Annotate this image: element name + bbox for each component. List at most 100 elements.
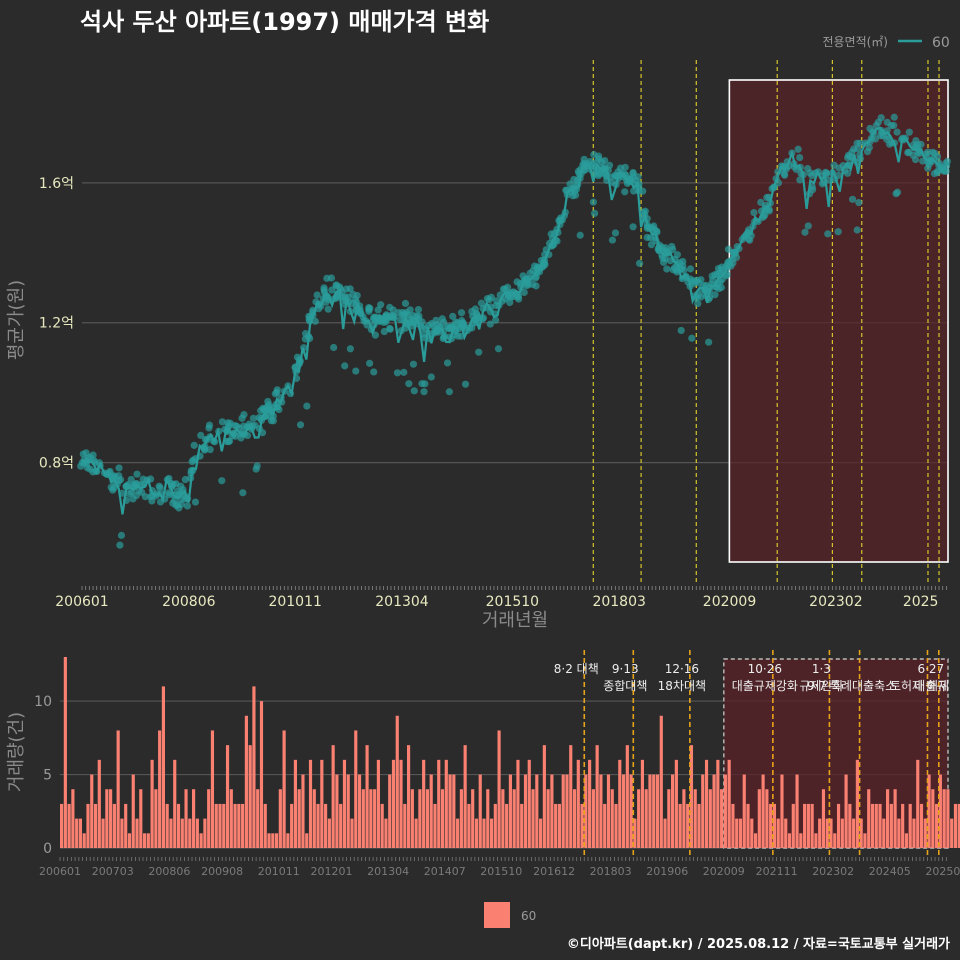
volume-bar bbox=[825, 818, 829, 848]
volume-bar bbox=[67, 803, 71, 848]
price-point bbox=[716, 278, 724, 286]
price-x-tick-label: 201510 bbox=[486, 594, 539, 610]
volume-bar bbox=[410, 789, 414, 848]
price-point bbox=[275, 405, 283, 414]
volume-bar bbox=[821, 789, 826, 848]
volume-bar bbox=[667, 789, 671, 848]
volume-bar bbox=[139, 789, 143, 848]
volume-bar bbox=[422, 759, 426, 848]
volume-bar bbox=[772, 803, 777, 848]
volume-bar bbox=[723, 774, 727, 848]
price-point bbox=[371, 331, 379, 339]
volume-bar bbox=[433, 803, 437, 848]
volume-bar bbox=[671, 774, 675, 848]
price-point bbox=[486, 320, 494, 328]
top-legend: 전용면적(㎡) 60 bbox=[822, 35, 949, 51]
volume-y-tick-label: 0 bbox=[43, 841, 52, 857]
price-point bbox=[116, 541, 124, 549]
price-point bbox=[853, 226, 861, 234]
volume-bar bbox=[437, 759, 441, 848]
volume-bar bbox=[297, 789, 301, 848]
price-point bbox=[346, 285, 354, 293]
volume-bar bbox=[946, 789, 950, 848]
volume-bar bbox=[633, 818, 637, 848]
price-point bbox=[313, 291, 321, 299]
volume-x-tick-label: 201510 bbox=[480, 865, 522, 878]
volume-bar bbox=[527, 759, 531, 848]
volume-bar bbox=[109, 789, 113, 848]
price-point bbox=[801, 228, 809, 236]
price-point bbox=[443, 359, 452, 367]
volume-bar bbox=[603, 803, 607, 848]
volume-bar bbox=[686, 803, 690, 848]
volume-bar bbox=[565, 774, 569, 848]
event-label-date: 12·16 bbox=[665, 662, 699, 676]
price-point bbox=[514, 292, 522, 301]
volume-bar bbox=[135, 818, 139, 848]
volume-bar bbox=[878, 803, 882, 848]
volume-bar bbox=[90, 774, 94, 848]
volume-bar bbox=[712, 774, 716, 848]
event-label-date: 9·13 bbox=[612, 662, 639, 676]
volume-bar bbox=[342, 759, 347, 848]
volume-bar bbox=[618, 759, 622, 848]
volume-bar bbox=[293, 759, 298, 848]
volume-bar bbox=[425, 789, 430, 848]
volume-bar bbox=[761, 774, 765, 848]
price-point bbox=[669, 245, 677, 254]
price-point bbox=[457, 309, 466, 317]
volume-x-tick-label: 202508 bbox=[925, 865, 960, 878]
price-point bbox=[393, 369, 402, 377]
volume-bar bbox=[512, 789, 516, 848]
volume-bar bbox=[63, 657, 67, 848]
volume-bar bbox=[131, 774, 135, 848]
price-point bbox=[433, 320, 442, 329]
volume-bar bbox=[870, 803, 875, 848]
price-y-tick-label: 0.8억 bbox=[39, 456, 74, 472]
price-point bbox=[225, 438, 233, 446]
price-x-axis-title: 거래년월 bbox=[482, 610, 548, 631]
price-point bbox=[197, 431, 205, 439]
price-point bbox=[750, 208, 758, 217]
volume-bar bbox=[493, 803, 497, 848]
volume-bar bbox=[365, 745, 369, 848]
bottom-legend: 60 bbox=[484, 902, 536, 928]
price-point bbox=[353, 291, 361, 300]
volume-bar bbox=[173, 759, 177, 848]
volume-bar bbox=[154, 789, 158, 848]
legend-bar-label: 60 bbox=[521, 909, 536, 923]
price-point bbox=[877, 114, 885, 122]
volume-bar bbox=[753, 833, 758, 848]
volume-bar bbox=[833, 833, 837, 848]
event-label-date: 6·27 bbox=[917, 662, 944, 676]
volume-bar bbox=[184, 789, 188, 848]
volume-bar bbox=[652, 774, 656, 848]
volume-bar bbox=[516, 759, 520, 848]
volume-bar bbox=[561, 774, 565, 848]
price-x-tick-label: 201304 bbox=[375, 594, 429, 610]
price-point bbox=[485, 296, 493, 304]
price-point bbox=[410, 387, 418, 395]
price-point bbox=[352, 367, 360, 375]
price-point bbox=[164, 489, 173, 497]
event-label-name: 18차대책 bbox=[658, 678, 706, 693]
volume-bar bbox=[448, 774, 452, 848]
price-point bbox=[506, 298, 514, 307]
volume-bar bbox=[339, 803, 343, 848]
volume-bar bbox=[867, 789, 871, 848]
event-label-date: 8·2 대책 bbox=[554, 661, 599, 676]
price-point bbox=[917, 140, 925, 148]
price-point bbox=[871, 135, 879, 143]
price-x-ticks: 200601 200806 201011 201304 201510 201803 2020… bbox=[55, 594, 938, 610]
volume-bar bbox=[97, 759, 101, 848]
volume-bar bbox=[335, 774, 339, 848]
volume-bar bbox=[497, 730, 501, 848]
volume-bar bbox=[429, 774, 433, 848]
price-point bbox=[494, 345, 503, 353]
volume-bar bbox=[738, 818, 743, 848]
price-point bbox=[296, 421, 305, 429]
volume-bar bbox=[373, 789, 377, 848]
volume-bar bbox=[765, 789, 769, 848]
volume-x-tick-label: 200703 bbox=[92, 865, 134, 878]
volume-bar bbox=[750, 818, 754, 848]
